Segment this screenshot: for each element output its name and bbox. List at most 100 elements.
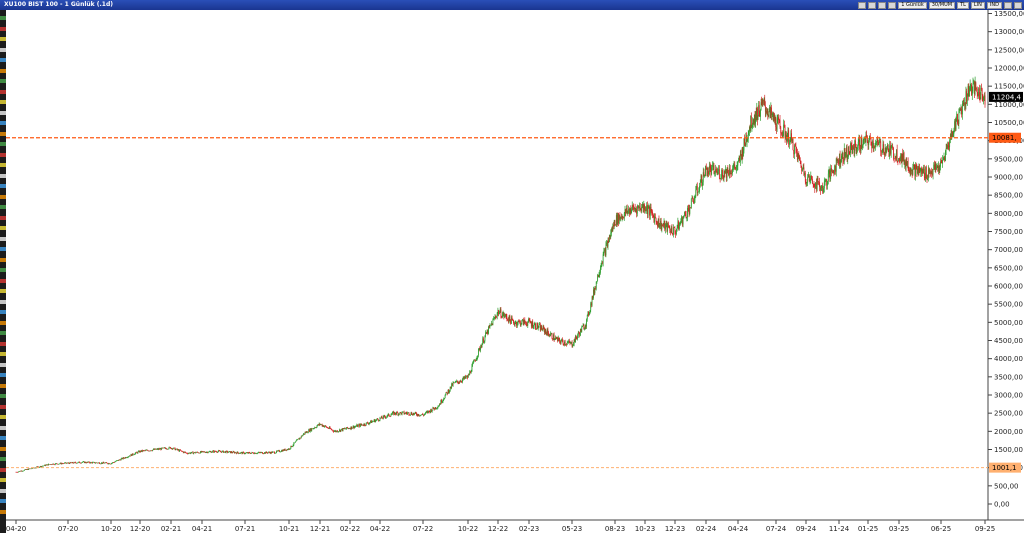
candle-body: [736, 165, 738, 167]
tool-icon[interactable]: [0, 173, 6, 178]
tool-icon[interactable]: [0, 152, 6, 157]
tool-icon[interactable]: [0, 341, 6, 346]
tool-icon[interactable]: [0, 26, 6, 31]
tool-icon[interactable]: [0, 110, 6, 115]
candle-body: [90, 462, 92, 463]
tool-icon[interactable]: [0, 268, 6, 272]
tool-icon[interactable]: [0, 142, 6, 146]
candle-body: [262, 453, 264, 455]
close-button[interactable]: [1014, 1, 1022, 9]
candle: [207, 452, 209, 454]
tool-icon[interactable]: [0, 205, 6, 209]
candle-body: [921, 168, 923, 175]
candle: [790, 130, 792, 143]
indicator-select[interactable]: IND: [986, 1, 1002, 9]
toolbar-button-1[interactable]: [858, 1, 867, 9]
tool-icon[interactable]: [0, 289, 6, 293]
tool-icon[interactable]: [0, 89, 6, 94]
tool-icon[interactable]: [0, 415, 6, 419]
tool-icon[interactable]: [0, 215, 6, 220]
tool-icon[interactable]: [0, 320, 6, 325]
minimize-button[interactable]: [1004, 1, 1012, 9]
tool-icon[interactable]: [0, 467, 6, 472]
tool-icon[interactable]: [0, 226, 6, 230]
tool-icon[interactable]: [0, 509, 6, 514]
candle: [99, 463, 101, 465]
candle: [294, 442, 295, 444]
candle-body: [893, 158, 895, 159]
candle-body: [216, 452, 218, 453]
scale-select[interactable]: LIN: [970, 1, 985, 9]
period-select[interactable]: 1 Günlük: [898, 1, 927, 9]
candle-body: [976, 88, 978, 94]
tool-icon[interactable]: [0, 331, 6, 335]
candle: [239, 453, 241, 454]
tool-icon[interactable]: [0, 257, 6, 262]
candle-body: [90, 462, 92, 464]
tool-icon[interactable]: [0, 299, 6, 304]
tool-icon[interactable]: [0, 404, 6, 409]
tool-icon[interactable]: [0, 163, 6, 167]
tool-icon[interactable]: [0, 478, 6, 482]
candle: [52, 463, 54, 465]
candle-body: [156, 449, 157, 450]
tool-icon[interactable]: [0, 383, 6, 388]
tool-icon[interactable]: [0, 373, 6, 377]
tool-icon[interactable]: [0, 184, 6, 188]
tool-icon[interactable]: [0, 436, 6, 440]
tool-icon[interactable]: [0, 47, 6, 52]
candle-body: [626, 208, 628, 213]
candle: [344, 427, 345, 430]
tool-icon[interactable]: [0, 131, 6, 136]
toolbar-button-3[interactable]: [878, 1, 887, 9]
candle: [252, 452, 253, 453]
candle-body: [203, 451, 205, 453]
currency-select[interactable]: TL: [957, 1, 969, 9]
bar-count-select[interactable]: 30/MUM: [928, 1, 956, 9]
candle: [561, 338, 563, 342]
candle: [438, 405, 440, 407]
x-tick-label: 03-25: [889, 525, 909, 533]
tool-icon[interactable]: [0, 394, 6, 398]
toolbar-button-4[interactable]: [888, 1, 897, 9]
candle-body: [684, 212, 685, 216]
candle-body: [468, 374, 470, 376]
tool-icon[interactable]: [0, 488, 6, 493]
candle: [290, 445, 292, 450]
candle-body: [180, 450, 182, 452]
tool-icon[interactable]: [0, 425, 6, 430]
tool-icon[interactable]: [0, 79, 6, 83]
tool-icon[interactable]: [0, 37, 6, 41]
tool-icon[interactable]: [0, 352, 6, 356]
candle: [39, 465, 41, 468]
tool-icon[interactable]: [0, 58, 6, 62]
candle: [321, 423, 323, 427]
tool-icon[interactable]: [0, 16, 6, 20]
candle: [113, 461, 115, 463]
tool-icon[interactable]: [0, 194, 6, 199]
tool-icon[interactable]: [0, 446, 6, 451]
x-tick-label: 01-25: [858, 525, 878, 533]
candle-body: [696, 186, 698, 193]
tool-icon[interactable]: [0, 236, 6, 241]
tool-icon[interactable]: [0, 100, 6, 104]
candle-body: [532, 321, 534, 328]
tool-icon[interactable]: [0, 362, 6, 367]
candle: [275, 452, 277, 454]
candle: [450, 386, 452, 389]
candle-body: [328, 427, 330, 429]
tool-icon[interactable]: [0, 247, 6, 251]
tool-icon[interactable]: [0, 457, 6, 461]
tool-icon[interactable]: [0, 310, 6, 314]
tool-icon[interactable]: [0, 278, 6, 283]
candle-body: [636, 206, 638, 214]
candle: [182, 451, 183, 452]
tool-icon[interactable]: [0, 68, 6, 73]
tool-icon[interactable]: [0, 121, 6, 125]
candle-body: [130, 454, 132, 457]
tool-icon[interactable]: [0, 499, 6, 503]
toolbar-button-2[interactable]: [868, 1, 877, 9]
candle-body: [483, 340, 485, 343]
candle: [840, 159, 842, 169]
